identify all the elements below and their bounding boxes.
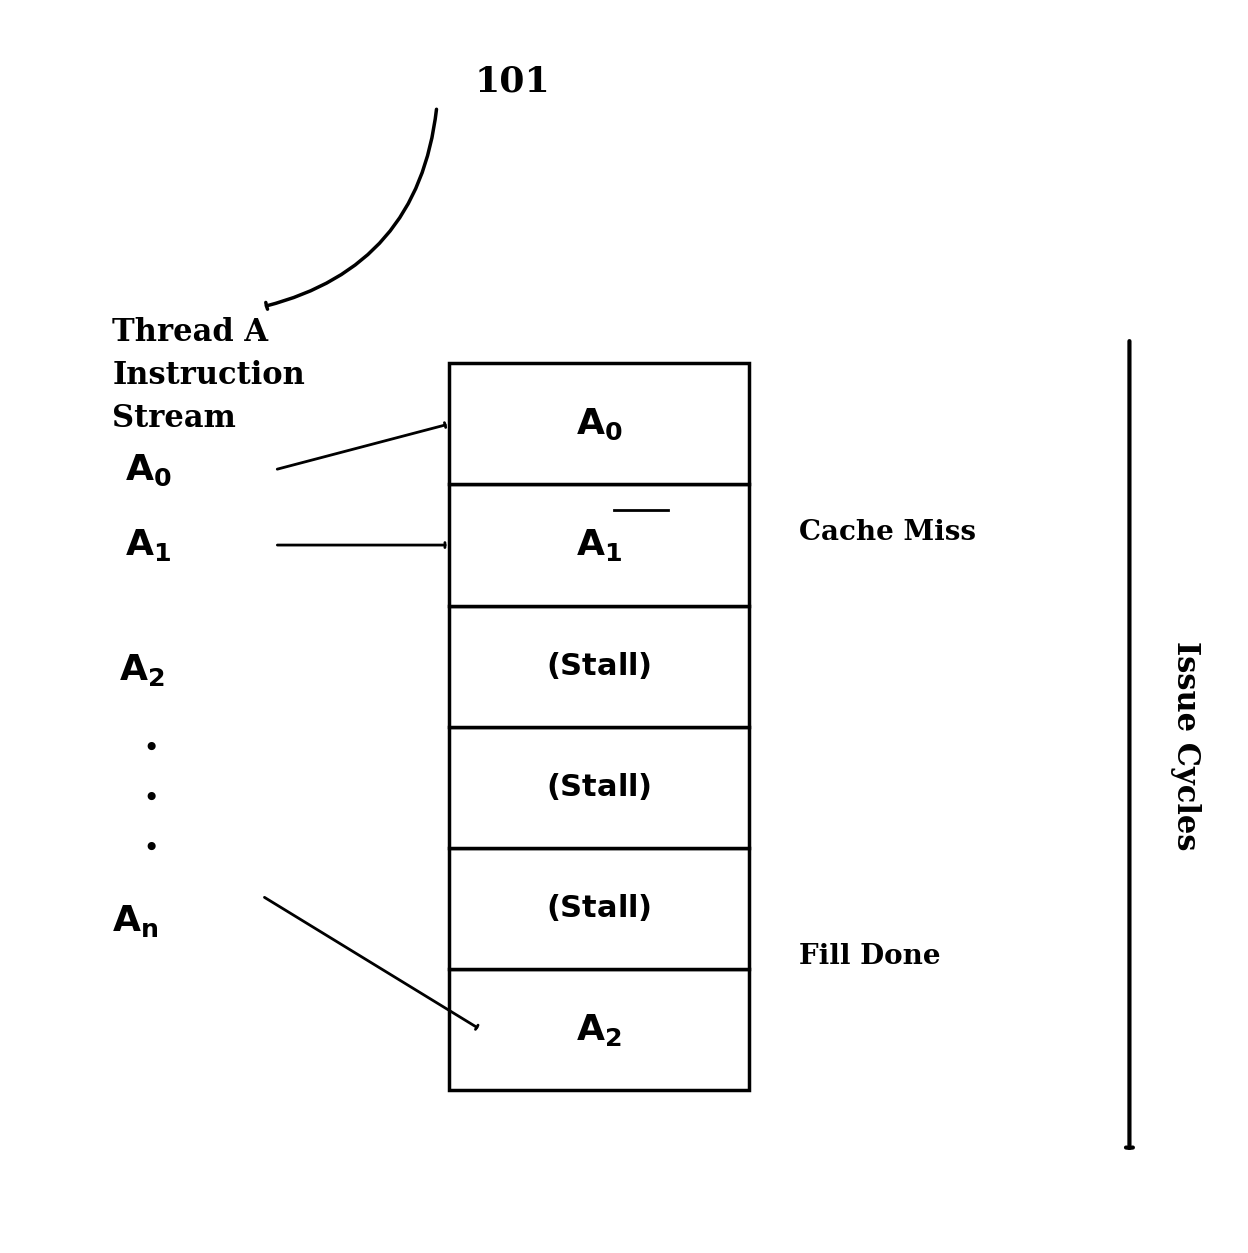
Text: $\bullet$: $\bullet$ [142, 732, 157, 759]
Text: $\mathbf{(Stall)}$: $\mathbf{(Stall)}$ [547, 650, 651, 682]
Text: $\mathbf{(Stall)}$: $\mathbf{(Stall)}$ [547, 893, 651, 923]
Bar [449, 848, 749, 969]
Text: $\mathbf{A_2}$: $\mathbf{A_2}$ [119, 653, 165, 688]
Text: Issue Cycles: Issue Cycles [1171, 640, 1201, 851]
Text: $\mathbf{A_2}$: $\mathbf{A_2}$ [577, 1011, 622, 1048]
Text: $\bullet$: $\bullet$ [142, 782, 157, 809]
Text: $\mathbf{A_1}$: $\mathbf{A_1}$ [125, 528, 171, 563]
Text: $\mathbf{A_n}$: $\mathbf{A_n}$ [112, 903, 158, 938]
Text: Thread A
Instruction
Stream: Thread A Instruction Stream [112, 317, 306, 435]
Bar [449, 969, 749, 1090]
Text: $\bullet$: $\bullet$ [142, 832, 157, 860]
Text: Fill Done: Fill Done [799, 944, 940, 970]
Bar [449, 727, 749, 848]
Text: 101: 101 [474, 64, 550, 99]
Bar [449, 485, 749, 605]
Text: $\mathbf{(Stall)}$: $\mathbf{(Stall)}$ [547, 772, 651, 803]
Text: $\mathbf{A_0}$: $\mathbf{A_0}$ [125, 452, 171, 487]
Text: $\mathbf{A_1}$: $\mathbf{A_1}$ [575, 528, 623, 563]
Bar [449, 363, 749, 485]
Text: $\mathbf{A_0}$: $\mathbf{A_0}$ [575, 406, 623, 441]
Text: Cache Miss: Cache Miss [799, 519, 976, 546]
Bar [449, 605, 749, 727]
